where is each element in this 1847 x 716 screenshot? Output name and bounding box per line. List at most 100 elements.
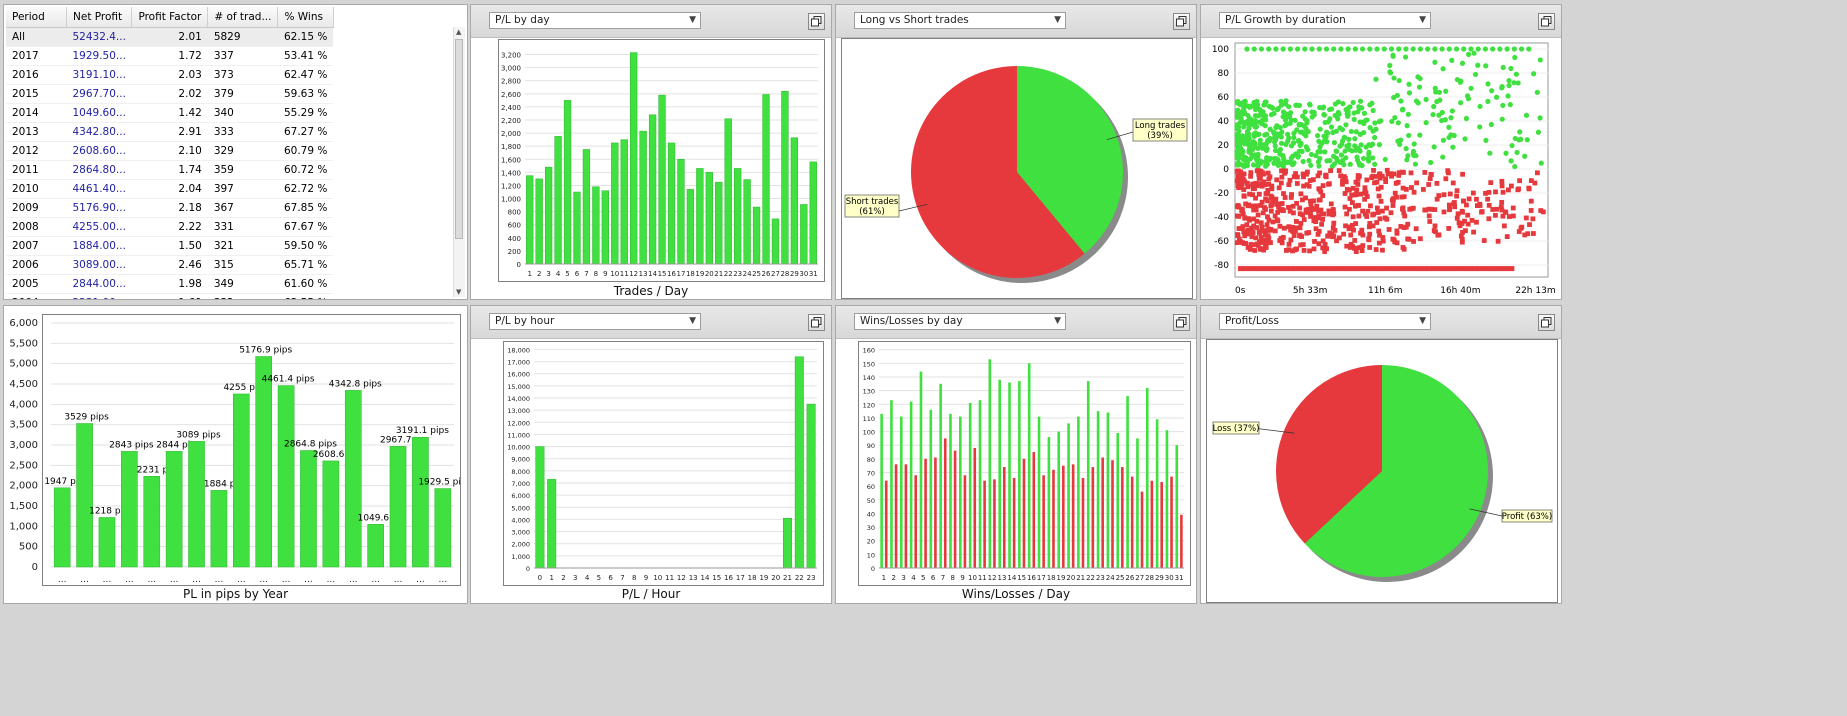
point <box>1272 213 1278 219</box>
point <box>1454 215 1460 221</box>
point <box>1412 161 1418 167</box>
bar-wins <box>1106 412 1110 568</box>
point <box>1234 162 1241 168</box>
chart-type-select[interactable]: P/L by day ▼ <box>489 12 701 29</box>
x-tick-label: 19 <box>759 574 768 582</box>
loss-points <box>1234 167 1546 272</box>
point <box>1298 242 1304 248</box>
table-row[interactable]: 2014 1049.60... 1.42 340 55.29 % <box>6 103 334 123</box>
y-tick-label: 1,500 <box>9 501 38 512</box>
bar-wins <box>939 383 942 568</box>
scroll-down-arrow[interactable]: ▼ <box>456 288 462 296</box>
point <box>1331 211 1337 217</box>
chart-type-select[interactable]: P/L Growth by duration ▼ <box>1219 12 1431 29</box>
cell-wins: 62.72 % <box>277 179 334 199</box>
point <box>1351 110 1357 116</box>
cell-period: All <box>6 27 67 47</box>
table-row[interactable]: 2012 2608.60... 2.10 329 60.79 % <box>6 141 334 161</box>
point <box>1268 240 1273 246</box>
point <box>1401 210 1407 216</box>
bar <box>781 90 789 265</box>
point <box>1356 147 1363 153</box>
point <box>1464 93 1471 99</box>
table-row[interactable]: 2015 2967.70... 2.02 379 59.63 % <box>6 84 334 104</box>
scroll-thumb[interactable] <box>455 39 463 239</box>
point <box>1320 216 1325 222</box>
pie-label-box <box>1212 421 1260 435</box>
table-row[interactable]: 2017 1929.50... 1.72 337 53.41 % <box>6 46 334 66</box>
cell-profit-factor: 2.10 <box>131 141 208 161</box>
point <box>1426 266 1432 272</box>
maximize-button[interactable] <box>808 13 825 30</box>
table-row[interactable]: 2013 4342.80... 2.91 333 67.27 % <box>6 122 334 142</box>
point <box>1537 115 1543 121</box>
point <box>1509 142 1515 149</box>
point <box>1446 202 1452 208</box>
chart-type-select[interactable]: P/L by hour ▼ <box>489 313 701 330</box>
table-row[interactable]: 2010 4461.40... 2.04 397 62.72 % <box>6 179 334 199</box>
chart-type-select[interactable]: Wins/Losses by day ▼ <box>854 313 1066 330</box>
chart-type-select[interactable]: Profit/Loss ▼ <box>1219 313 1431 330</box>
point <box>1342 191 1348 196</box>
table-row[interactable]: All 52432.4... 2.01 5829 62.15 % <box>6 27 334 47</box>
table-row[interactable]: 2011 2864.80... 1.74 359 60.72 % <box>6 160 334 180</box>
table-row[interactable]: 2007 1884.00... 1.50 321 59.50 % <box>6 236 334 256</box>
bar <box>344 390 362 568</box>
col-wins[interactable]: % Wins <box>277 7 334 28</box>
x-tick-label: 9 <box>960 574 964 582</box>
table-scrollbar[interactable]: ▲ ▼ <box>453 27 465 297</box>
y-tick-label: 2,000 <box>501 130 521 138</box>
point <box>1383 176 1388 182</box>
point <box>1370 128 1376 134</box>
point <box>1336 111 1342 117</box>
table-row[interactable]: 20042231.00...1.6933263.55 % <box>6 293 334 299</box>
point <box>1276 204 1281 210</box>
point <box>1274 217 1280 223</box>
point <box>1321 112 1328 118</box>
y-tick-label: -40 <box>1214 213 1229 223</box>
point <box>1366 266 1372 272</box>
table-row[interactable]: 2009 5176.90... 2.18 367 67.85 % <box>6 198 334 218</box>
y-tick-label: 14,000 <box>507 395 530 403</box>
maximize-button[interactable] <box>1538 314 1555 331</box>
point <box>1325 233 1331 239</box>
point <box>1436 193 1442 199</box>
chart-type-select[interactable]: Long vs Short trades ▼ <box>854 12 1066 29</box>
point <box>1288 160 1294 166</box>
col-period[interactable]: Period <box>6 7 67 28</box>
scroll-up-arrow[interactable]: ▲ <box>456 28 462 36</box>
table-row[interactable]: 2016 3191.10... 2.03 373 62.47 % <box>6 65 334 85</box>
table-row[interactable]: 2008 4255.00... 2.22 331 67.67 % <box>6 217 334 237</box>
table-row[interactable]: 2006 3089.00... 2.46 315 65.71 % <box>6 255 334 275</box>
point <box>1270 198 1275 204</box>
maximize-button[interactable] <box>808 314 825 331</box>
maximize-button[interactable] <box>1173 13 1190 30</box>
point <box>1328 201 1334 207</box>
bar-losses <box>904 464 908 568</box>
bar <box>620 139 628 265</box>
y-tick-label: 2,800 <box>501 78 521 86</box>
point <box>1504 234 1510 240</box>
y-tick-label: 5,000 <box>511 504 530 512</box>
x-tick-label: 15 <box>1017 574 1026 582</box>
table-row[interactable]: 2005 2844.00... 1.98 349 61.60 % <box>6 274 334 294</box>
x-tick-label: 2 <box>892 574 896 582</box>
point <box>1262 232 1268 237</box>
cell-period: 2013 <box>6 122 67 142</box>
col-trades[interactable]: # of trad... <box>207 7 279 28</box>
col-profit-factor[interactable]: Profit Factor <box>131 7 209 28</box>
point <box>1331 46 1337 52</box>
y-tick-label: 0 <box>526 565 530 573</box>
maximize-button[interactable] <box>1538 13 1555 30</box>
point <box>1366 142 1372 148</box>
point <box>1340 178 1345 184</box>
bar <box>322 460 340 568</box>
x-tick-label: 5 <box>597 574 601 582</box>
col-net-profit[interactable]: Net Profit <box>66 7 133 28</box>
point <box>1500 102 1506 109</box>
maximize-button[interactable] <box>1173 314 1190 331</box>
point <box>1371 266 1377 272</box>
bar-losses <box>973 447 977 568</box>
cell-wins: 63.55 % <box>277 293 334 299</box>
point <box>1481 266 1487 272</box>
